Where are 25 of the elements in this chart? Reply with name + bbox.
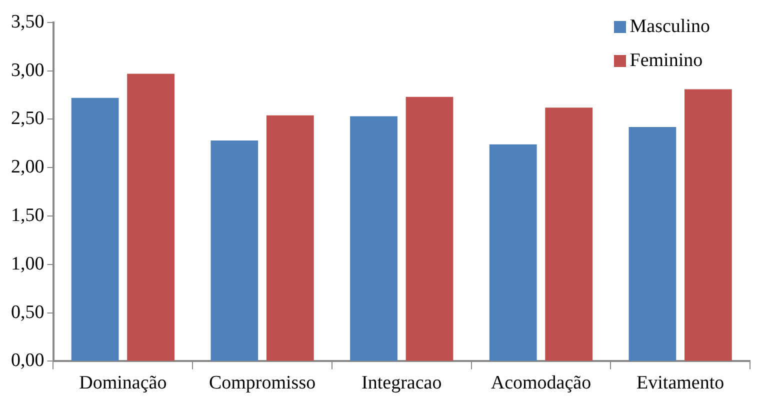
legend-label: Feminino bbox=[630, 50, 703, 72]
legend-label: Masculino bbox=[630, 16, 710, 38]
y-tick-label: 1,00 bbox=[11, 253, 44, 274]
bar bbox=[489, 144, 537, 361]
y-tick-label: 2,00 bbox=[11, 156, 44, 178]
bar bbox=[266, 115, 314, 361]
x-tick-label: Integracao bbox=[362, 372, 442, 394]
bar bbox=[71, 98, 119, 361]
y-tick-label: 3,00 bbox=[11, 60, 44, 81]
x-tick-label: Compromisso bbox=[208, 372, 316, 394]
x-tick-label: Acomodação bbox=[490, 372, 592, 394]
bar bbox=[210, 140, 258, 361]
bar bbox=[684, 89, 732, 361]
bar bbox=[127, 74, 174, 361]
x-tick-label: Dominação bbox=[79, 372, 167, 394]
bar bbox=[406, 96, 454, 361]
y-tick-label: 1,50 bbox=[11, 204, 44, 226]
bar bbox=[545, 108, 593, 361]
y-tick-label: 0,00 bbox=[11, 350, 44, 372]
y-tick-label: 2,50 bbox=[11, 108, 44, 130]
x-tick-label: Evitamento bbox=[636, 372, 724, 394]
bar bbox=[628, 126, 676, 361]
y-tick-label: 3,50 bbox=[11, 11, 44, 32]
y-tick-label: 0,50 bbox=[11, 302, 44, 323]
bar bbox=[350, 116, 398, 361]
